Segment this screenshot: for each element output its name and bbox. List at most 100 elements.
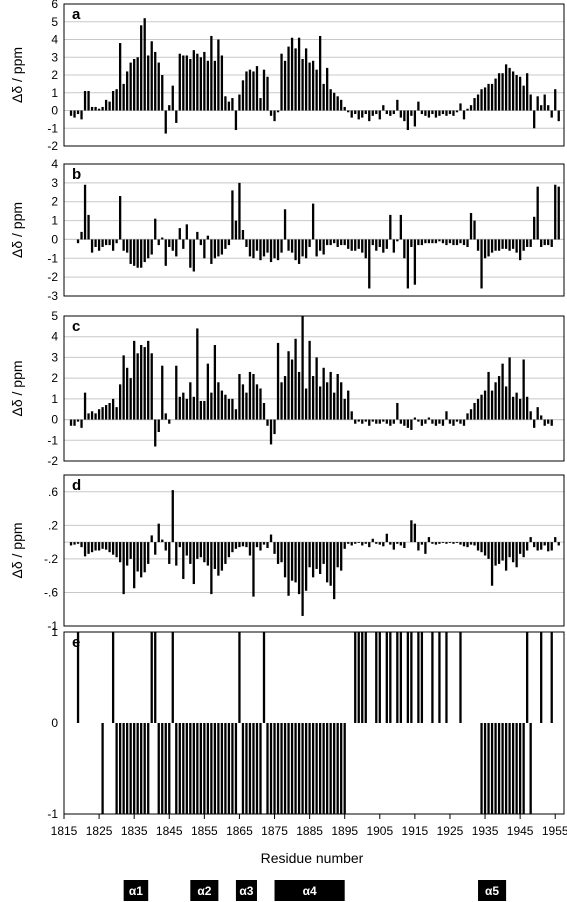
bar-panel-a: [357, 110, 360, 120]
bar-panel-d: [529, 537, 532, 543]
bar-panel-c: [90, 411, 94, 420]
bar-panel-d: [311, 542, 315, 578]
bar-panel-a: [140, 25, 143, 111]
bar-panel-a: [154, 51, 157, 111]
y-tick-label: 2: [51, 195, 58, 209]
y-tick-label: 3: [51, 176, 58, 190]
bar-panel-a: [171, 85, 174, 111]
bar-panel-a: [290, 37, 294, 111]
bar-panel-c: [469, 409, 473, 420]
bar-panel-c: [283, 376, 287, 420]
bar-panel-e: [101, 723, 104, 814]
bar-panel-d: [322, 542, 325, 564]
bar-panel-c: [269, 419, 273, 445]
bar-panel-c: [301, 316, 304, 420]
bar-panel-e: [354, 632, 357, 723]
bar-panel-e: [378, 632, 381, 723]
bar-panel-a: [97, 108, 101, 111]
bar-panel-a: [526, 73, 529, 111]
bar-panel-b: [118, 196, 122, 240]
bar-panel-c: [354, 419, 357, 424]
bar-panel-a: [118, 43, 122, 111]
bar-panel-a: [126, 71, 129, 111]
bar-panel-b: [213, 239, 217, 259]
bar-panel-a: [175, 110, 178, 123]
bar-panel-c: [97, 409, 101, 420]
bar-panel-a: [452, 110, 455, 116]
bar-panel-b: [248, 239, 252, 257]
bar-panel-b: [434, 239, 438, 244]
bar-panel-d: [280, 542, 283, 563]
bar-panel-e: [410, 632, 413, 723]
bar-panel-b: [550, 239, 553, 247]
bar-panel-e: [518, 723, 522, 814]
x-tick-label: 1915: [402, 824, 429, 838]
bar-panel-b: [406, 239, 410, 289]
bar-panel-d: [104, 542, 108, 550]
bar-panel-d: [361, 542, 364, 546]
bar-panel-a: [276, 110, 280, 113]
y-tick-label: 5: [51, 15, 58, 29]
bar-panel-a: [255, 66, 259, 111]
bar-panel-e: [168, 723, 171, 814]
bar-panel-c: [487, 371, 490, 420]
bar-panel-c: [259, 388, 262, 420]
panel-label: b: [72, 166, 81, 183]
bar-panel-c: [389, 419, 392, 426]
bar-panel-c: [431, 419, 434, 424]
bar-panel-a: [494, 78, 497, 111]
bar-panel-b: [104, 239, 108, 246]
bar-panel-c: [434, 419, 438, 426]
bar-panel-b: [269, 239, 273, 263]
bar-panel-e: [290, 723, 294, 814]
bar-panel-a: [347, 110, 350, 113]
bar-panel-a: [203, 51, 206, 111]
bar-panel-d: [266, 542, 269, 548]
bar-panel-a: [554, 89, 557, 111]
bar-panel-b: [227, 239, 231, 246]
bar-panel-b: [150, 239, 153, 255]
bar-panel-b: [287, 239, 290, 251]
bar-panel-a: [157, 62, 160, 111]
bar-panel-b: [371, 239, 374, 246]
bar-panel-d: [203, 542, 206, 563]
bar-panel-e: [175, 723, 178, 814]
x-tick-label: 1945: [507, 824, 534, 838]
bar-panel-c: [241, 384, 245, 420]
bar-panel-a: [206, 60, 210, 111]
bar-panel-b: [494, 239, 497, 251]
bar-panel-a: [189, 59, 192, 111]
bar-panel-a: [101, 106, 104, 111]
bar-panel-d: [476, 542, 480, 551]
bar-panel-d: [301, 542, 304, 616]
bar-panel-b: [115, 239, 118, 244]
bar-panel-c: [333, 392, 336, 420]
bar-panel-b: [431, 239, 434, 244]
bar-panel-a: [396, 99, 399, 111]
bar-panel-d: [329, 542, 332, 586]
bar-panel-b: [336, 239, 339, 247]
bar-panel-b: [178, 228, 181, 240]
bar-panel-a: [238, 94, 241, 111]
bar-panel-a: [540, 105, 543, 111]
bar-panel-e: [224, 723, 227, 814]
bar-panel-d: [350, 542, 353, 546]
bar-panel-b: [326, 239, 329, 246]
bar-panel-d: [533, 542, 536, 548]
bar-panel-c: [473, 403, 476, 420]
bar-panel-b: [283, 209, 287, 240]
bar-panel-c: [547, 419, 550, 424]
bar-panel-b: [413, 239, 417, 285]
bar-panel-a: [136, 57, 139, 111]
bar-panel-d: [459, 542, 462, 545]
bar-panel-e: [269, 723, 273, 814]
bar-panel-d: [543, 542, 546, 546]
bar-panel-a: [252, 71, 255, 111]
bar-panel-a: [301, 59, 304, 111]
bar-panel-c: [522, 359, 525, 420]
bar-panel-c: [234, 409, 238, 420]
bar-panel-c: [494, 382, 497, 420]
bar-panel-e: [76, 632, 80, 723]
bar-panel-a: [375, 110, 378, 115]
bar-panel-a: [459, 103, 462, 111]
